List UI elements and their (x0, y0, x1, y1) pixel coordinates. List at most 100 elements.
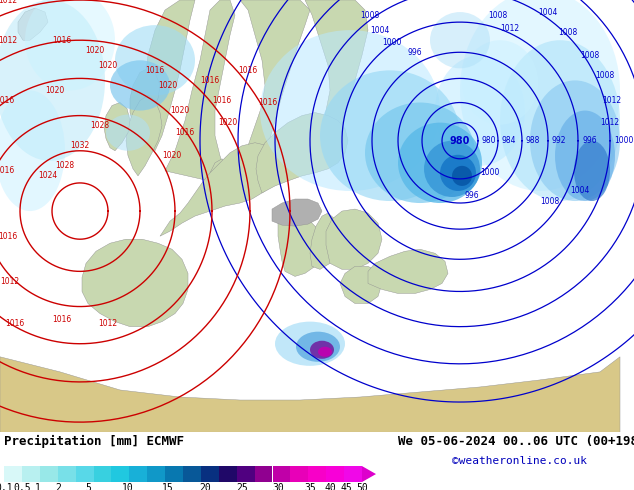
Ellipse shape (398, 122, 482, 203)
Text: 1020: 1020 (46, 86, 65, 95)
Polygon shape (225, 0, 310, 176)
Polygon shape (210, 159, 228, 183)
Ellipse shape (25, 0, 115, 91)
Bar (201, 466, 219, 482)
Text: 996: 996 (465, 192, 479, 200)
Text: 1020: 1020 (98, 61, 118, 70)
Text: 1000: 1000 (481, 169, 500, 177)
Text: 1016: 1016 (53, 315, 72, 324)
Text: 1004: 1004 (571, 187, 590, 196)
Text: ©weatheronline.co.uk: ©weatheronline.co.uk (452, 456, 587, 466)
Text: Precipitation [mm] ECMWF: Precipitation [mm] ECMWF (4, 435, 184, 448)
Text: 1012: 1012 (602, 96, 621, 105)
Bar (290, 466, 308, 482)
Polygon shape (18, 8, 48, 40)
Ellipse shape (320, 71, 460, 201)
Bar (112, 466, 129, 482)
Ellipse shape (318, 347, 332, 357)
Text: 1020: 1020 (171, 106, 190, 115)
Polygon shape (278, 209, 325, 276)
Ellipse shape (0, 0, 105, 161)
Text: 1004: 1004 (370, 25, 390, 35)
Text: 25: 25 (236, 483, 248, 490)
Ellipse shape (574, 141, 610, 201)
Bar (22, 466, 40, 482)
Text: 1024: 1024 (39, 172, 58, 180)
Polygon shape (0, 357, 620, 432)
Text: 992: 992 (552, 136, 566, 145)
Ellipse shape (310, 341, 334, 359)
Polygon shape (145, 0, 195, 151)
Text: 1028: 1028 (91, 121, 110, 130)
Polygon shape (340, 267, 382, 303)
Ellipse shape (275, 321, 345, 366)
Text: 10: 10 (122, 483, 134, 490)
Text: 1016: 1016 (0, 167, 15, 175)
Text: 5: 5 (85, 483, 91, 490)
Text: 1008: 1008 (595, 71, 614, 80)
Text: 1012: 1012 (1, 277, 20, 286)
Bar (4, 466, 22, 482)
Bar (273, 466, 290, 482)
Polygon shape (256, 113, 348, 193)
Bar (255, 466, 273, 482)
Ellipse shape (460, 0, 620, 191)
Text: 1012: 1012 (600, 118, 619, 127)
Ellipse shape (555, 111, 615, 201)
Text: 20: 20 (199, 483, 211, 490)
Ellipse shape (424, 141, 480, 197)
Ellipse shape (110, 60, 170, 111)
Text: 1012: 1012 (500, 24, 519, 33)
Ellipse shape (500, 40, 620, 201)
Text: 1016: 1016 (5, 319, 25, 328)
Text: 1016: 1016 (238, 66, 257, 75)
Bar (165, 466, 183, 482)
Text: 1028: 1028 (55, 161, 75, 171)
Polygon shape (130, 68, 160, 131)
Text: 1012: 1012 (98, 319, 117, 328)
Bar (93, 466, 112, 482)
Polygon shape (290, 0, 368, 173)
Text: 2: 2 (55, 483, 61, 490)
Text: 1008: 1008 (488, 11, 508, 20)
Text: 1020: 1020 (158, 81, 178, 90)
Text: 1016: 1016 (200, 76, 219, 85)
Ellipse shape (440, 155, 476, 191)
Bar (129, 466, 147, 482)
Polygon shape (326, 209, 382, 270)
Ellipse shape (530, 80, 620, 201)
Ellipse shape (296, 332, 340, 362)
Polygon shape (160, 143, 280, 236)
Ellipse shape (462, 40, 538, 124)
Polygon shape (82, 239, 188, 327)
Bar (327, 466, 344, 482)
Polygon shape (310, 213, 342, 270)
Ellipse shape (115, 25, 195, 96)
Bar (308, 466, 327, 482)
Polygon shape (362, 466, 376, 482)
Polygon shape (215, 173, 232, 193)
Bar (75, 466, 93, 482)
Bar (236, 466, 255, 482)
Polygon shape (126, 96, 162, 176)
Ellipse shape (452, 166, 472, 186)
Ellipse shape (0, 91, 65, 211)
Ellipse shape (435, 55, 525, 166)
Text: 1020: 1020 (162, 151, 181, 160)
Text: 996: 996 (408, 48, 422, 57)
Text: 1016: 1016 (0, 232, 18, 241)
Bar (58, 466, 75, 482)
Text: 0.1: 0.1 (0, 483, 13, 490)
Text: 1008: 1008 (360, 11, 380, 20)
Ellipse shape (430, 12, 490, 68)
Bar (147, 466, 165, 482)
Ellipse shape (365, 102, 475, 203)
Ellipse shape (260, 30, 440, 191)
Text: 1012: 1012 (0, 36, 18, 45)
Text: 1016: 1016 (145, 66, 165, 75)
Text: 1000: 1000 (382, 38, 402, 47)
Text: 1020: 1020 (86, 46, 105, 55)
Text: 1008: 1008 (559, 27, 578, 37)
Text: 1016: 1016 (0, 96, 15, 105)
Text: 1004: 1004 (538, 7, 558, 17)
